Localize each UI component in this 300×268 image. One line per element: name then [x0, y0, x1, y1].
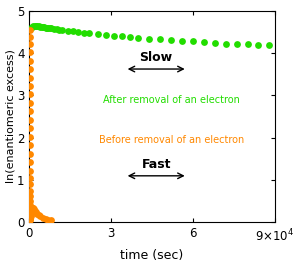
Point [37, 24, 41, 28]
Point [28, 126, 32, 131]
Point [28, 67, 32, 71]
Point [70, 29, 75, 34]
Point [29, 208, 34, 212]
Point [39, 24, 44, 29]
Point [95, 32, 100, 36]
Point [103, 33, 108, 37]
Point [224, 42, 228, 46]
Point [28, 216, 33, 220]
Point [52, 27, 56, 31]
Point [28, 208, 32, 212]
Point [43, 25, 48, 30]
Point [28, 109, 32, 114]
Point [32, 209, 37, 213]
Point [38, 24, 43, 29]
Point [169, 38, 174, 42]
Point [28, 211, 32, 215]
Point [30, 206, 35, 210]
Point [147, 36, 152, 41]
Point [29, 210, 34, 214]
Point [28, 182, 32, 187]
Point [28, 152, 32, 156]
Point [40, 25, 45, 29]
Point [28, 92, 32, 96]
Point [35, 212, 40, 216]
Point [256, 43, 261, 47]
Point [180, 39, 184, 43]
Point [28, 217, 32, 222]
Point [32, 24, 37, 28]
Point [28, 28, 32, 32]
Text: Fast: Fast [141, 158, 171, 171]
Point [28, 160, 32, 164]
Point [54, 27, 59, 31]
Point [136, 36, 141, 40]
Point [31, 206, 35, 211]
Point [28, 42, 32, 47]
Point [47, 26, 52, 30]
Text: Before removal of an electron: Before removal of an electron [99, 135, 244, 145]
Point [28, 143, 32, 147]
Point [57, 28, 62, 32]
Point [40, 216, 45, 220]
Point [190, 39, 195, 44]
Text: Slow: Slow [140, 51, 173, 64]
Point [158, 37, 163, 42]
Point [202, 40, 206, 44]
Point [28, 199, 32, 203]
Point [60, 28, 64, 32]
Point [28, 25, 33, 30]
X-axis label: time (sec): time (sec) [121, 250, 184, 262]
Point [87, 31, 92, 35]
Point [234, 42, 239, 46]
Y-axis label: ln(enantiomeric excess): ln(enantiomeric excess) [6, 50, 16, 183]
Point [76, 30, 81, 34]
Point [49, 218, 53, 222]
Point [30, 207, 34, 211]
Point [28, 169, 32, 173]
Point [28, 212, 33, 216]
Point [112, 34, 116, 38]
Point [120, 34, 124, 39]
Point [30, 24, 34, 29]
Point [31, 24, 36, 28]
Point [65, 29, 70, 33]
Point [28, 176, 32, 180]
Point [28, 58, 32, 63]
Point [46, 218, 51, 222]
Point [42, 25, 47, 29]
Point [45, 25, 50, 30]
Point [28, 188, 32, 193]
Point [37, 213, 41, 217]
Point [32, 207, 36, 211]
Point [28, 214, 33, 218]
Point [35, 24, 40, 28]
Point [28, 101, 32, 105]
Point [28, 214, 32, 218]
Point [29, 209, 34, 213]
Point [46, 26, 51, 30]
Point [43, 217, 48, 221]
Point [28, 75, 32, 80]
Point [212, 41, 217, 45]
Point [28, 203, 32, 208]
Point [28, 216, 32, 220]
Point [28, 50, 32, 54]
Point [49, 26, 53, 31]
Point [34, 210, 38, 214]
Point [28, 84, 32, 88]
Point [30, 206, 35, 211]
Point [28, 135, 32, 139]
Point [38, 214, 43, 219]
Point [28, 118, 32, 122]
Point [82, 31, 86, 35]
Point [245, 42, 250, 47]
Text: After removal of an electron: After removal of an electron [103, 95, 240, 105]
Point [28, 218, 32, 222]
Point [267, 43, 272, 47]
Point [34, 24, 38, 28]
Point [128, 35, 133, 39]
Point [28, 35, 32, 39]
Point [28, 194, 32, 198]
